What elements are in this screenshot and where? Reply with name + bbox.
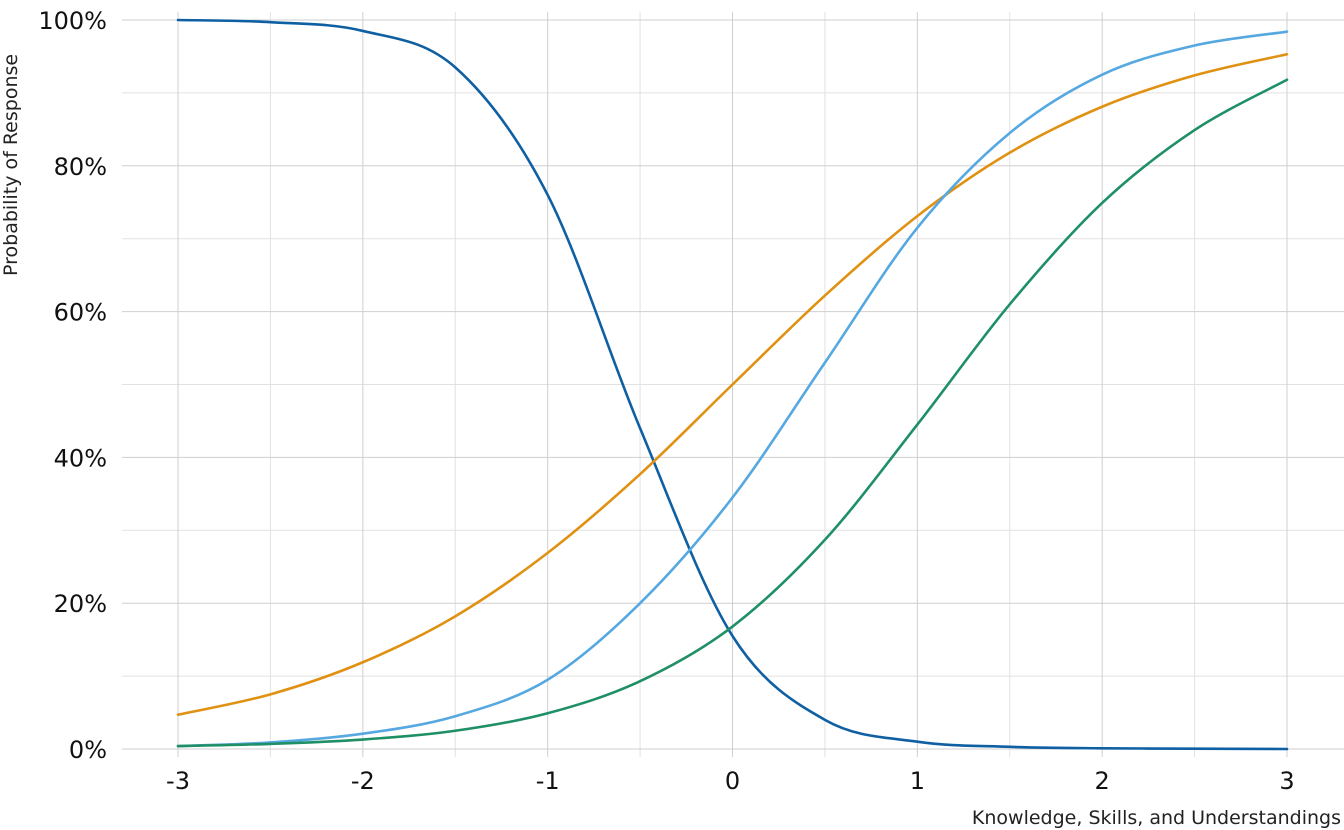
y-tick-label: 60%	[54, 299, 107, 327]
series-line-3	[176, 30, 1289, 748]
x-tick-label: -3	[166, 767, 190, 795]
y-tick-label: 80%	[54, 153, 107, 181]
series-line-2	[176, 52, 1289, 717]
series-line-4	[176, 78, 1289, 748]
x-tick-label: -1	[536, 767, 560, 795]
y-axis-title: Probability of Response	[0, 54, 22, 276]
x-axis-title: Knowledge, Skills, and Understandings	[972, 807, 1341, 829]
y-tick-label: 100%	[38, 7, 107, 35]
y-axis-ticks: 0% 20% 40% 60% 80% 100%	[38, 7, 107, 764]
x-tick-label: 1	[910, 767, 925, 795]
x-tick-label: 3	[1279, 767, 1294, 795]
y-tick-label: 40%	[54, 444, 107, 472]
x-tick-label: 2	[1095, 767, 1110, 795]
y-tick-label: 0%	[69, 736, 107, 764]
x-axis-ticks: -3 -2 -1 0 1 2 3	[166, 767, 1295, 795]
series-line-1	[176, 18, 1289, 751]
y-tick-label: 20%	[54, 590, 107, 618]
series-layer	[176, 18, 1289, 751]
grid	[122, 12, 1344, 757]
x-tick-label: 0	[725, 767, 740, 795]
x-tick-label: -2	[351, 767, 375, 795]
